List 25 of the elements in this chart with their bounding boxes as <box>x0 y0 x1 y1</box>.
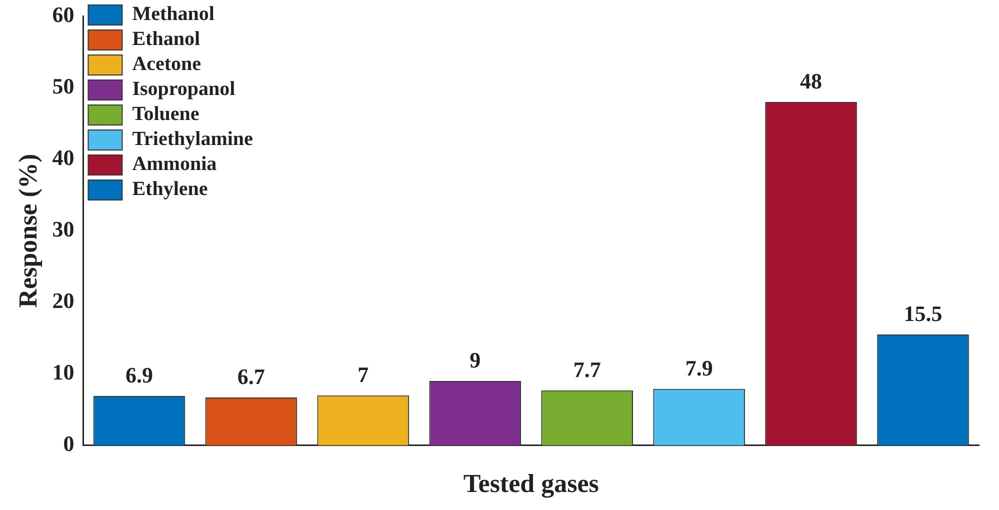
legend-label: Ethanol <box>132 28 200 50</box>
y-tick-label: 0 <box>63 431 74 456</box>
legend-label: Methanol <box>132 3 215 26</box>
y-tick-label: 50 <box>52 73 74 98</box>
y-tick-label: 10 <box>52 360 74 385</box>
legend-label: Toluene <box>132 103 200 126</box>
data-label: 6.7 <box>237 364 265 390</box>
x-axis-title: Tested gases <box>463 469 599 498</box>
data-label: 15.5 <box>904 301 942 326</box>
data-label: 9 <box>470 348 481 373</box>
data-label: 48 <box>800 68 822 94</box>
y-tick-label: 30 <box>52 216 74 242</box>
legend-label: Ethylene <box>132 178 208 200</box>
y-tick-label: 60 <box>52 2 74 27</box>
y-tick-label: 40 <box>52 144 74 170</box>
data-label: 7 <box>358 362 369 388</box>
legend-label: Acetone <box>132 53 202 76</box>
legend-label: Ammonia <box>132 153 217 176</box>
legend-label: Triethylamine <box>132 128 254 150</box>
data-label: 7.7 <box>573 357 601 382</box>
y-tick-label: 20 <box>52 288 74 314</box>
y-axis-title: Response (%) <box>13 154 42 308</box>
legend-label: Isopropanol <box>132 78 236 100</box>
data-label: 7.9 <box>685 356 713 381</box>
data-label: 6.9 <box>125 362 153 388</box>
